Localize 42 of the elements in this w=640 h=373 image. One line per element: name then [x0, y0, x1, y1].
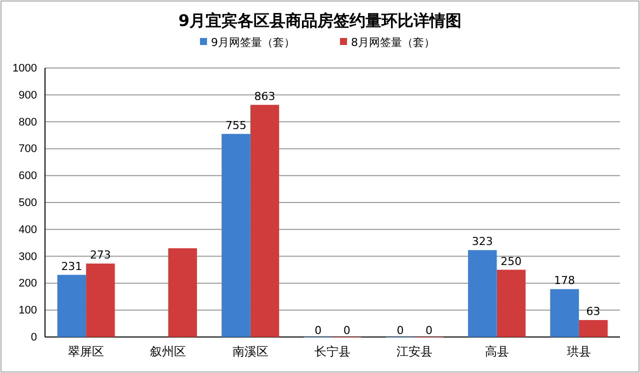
- bar: [496, 270, 526, 337]
- y-tick-label: 0: [30, 332, 37, 344]
- y-tick-label: 700: [18, 143, 37, 156]
- bar: [250, 104, 280, 337]
- data-label: 178: [554, 274, 576, 288]
- y-tick-label: 500: [18, 197, 37, 210]
- data-label: 231: [61, 260, 82, 273]
- y-tick-label: 900: [18, 89, 37, 102]
- bar: [57, 274, 86, 337]
- bar: [168, 248, 197, 337]
- x-tick-label: 珙县: [566, 344, 591, 359]
- x-tick-label: 叙州区: [150, 344, 186, 359]
- y-tick-label: 200: [18, 278, 37, 290]
- data-label: 755: [225, 118, 246, 132]
- data-label: 0: [426, 324, 433, 337]
- y-tick-label: 100: [18, 304, 37, 317]
- bar: [86, 264, 115, 337]
- data-label: 0: [343, 324, 350, 337]
- bar: [222, 134, 250, 337]
- y-tick-label: 300: [18, 250, 37, 263]
- y-tick-label: 600: [18, 170, 37, 182]
- y-tick-label: 800: [18, 116, 37, 128]
- data-label: 0: [396, 324, 404, 337]
- data-label: 273: [90, 248, 111, 262]
- bar: [550, 289, 579, 337]
- bar: [468, 250, 497, 337]
- y-tick-label: 1000: [12, 62, 37, 75]
- x-tick-label: 翠屏区: [68, 344, 104, 359]
- x-tick-label: 南溪区: [232, 344, 268, 359]
- x-tick-label: 江安县: [396, 344, 433, 359]
- x-tick-label: 高县: [484, 344, 509, 359]
- chart-title: 9月宜宾各区县商品房签约量环比详情图: [178, 11, 462, 30]
- bar: [578, 320, 608, 337]
- data-label: 0: [314, 324, 322, 337]
- legend-label: 9月网签量（套）: [211, 36, 295, 49]
- data-label: 323: [472, 235, 493, 248]
- y-tick-label: 400: [18, 224, 37, 236]
- data-label: 863: [254, 90, 276, 103]
- data-label: 250: [500, 254, 522, 268]
- data-label: 63: [586, 305, 600, 318]
- x-tick-label: 长宁县: [314, 344, 350, 359]
- legend-label: 8月网签量（套）: [351, 36, 435, 49]
